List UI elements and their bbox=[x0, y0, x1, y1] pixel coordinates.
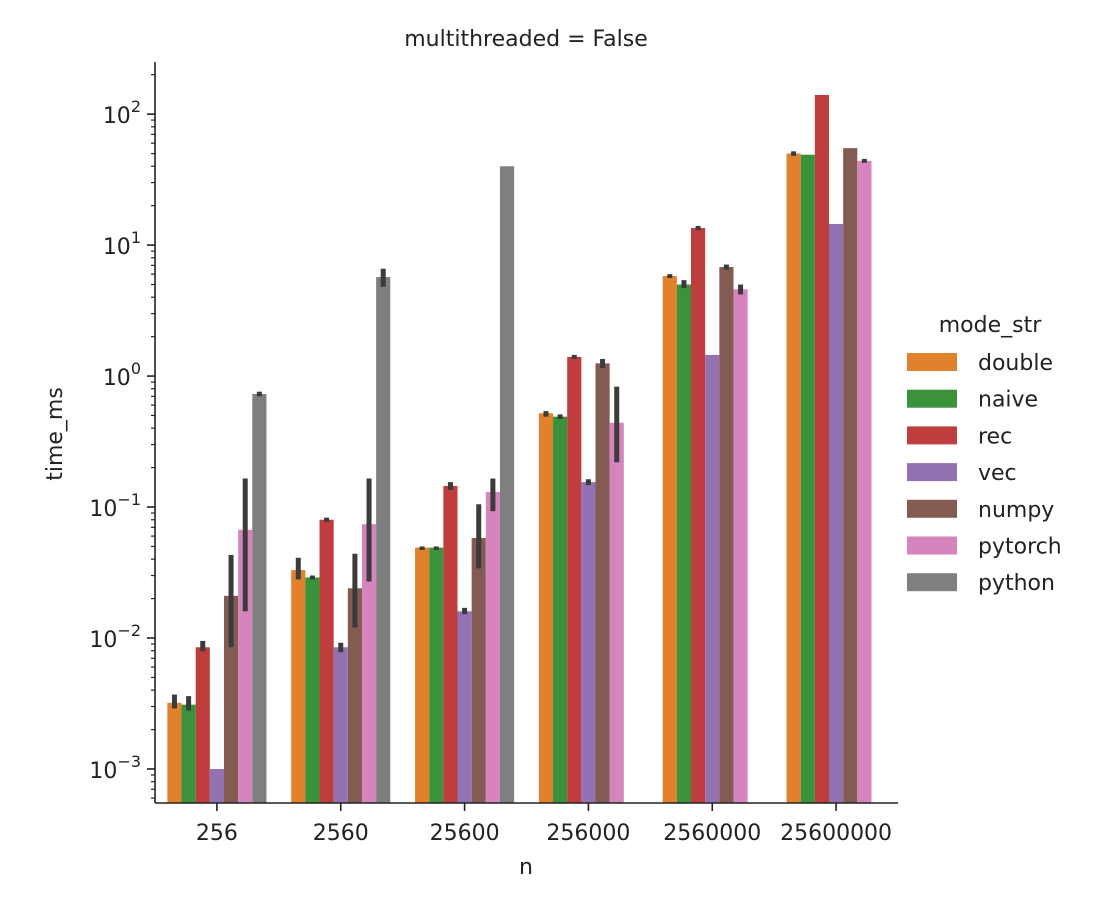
y-tick-label: 10−1 bbox=[89, 490, 141, 522]
bar-numpy bbox=[843, 148, 858, 804]
x-tick-label: 2560000 bbox=[663, 821, 761, 846]
y-axis-label: time_ms bbox=[43, 387, 68, 481]
bar-numpy bbox=[471, 538, 486, 803]
bar-numpy bbox=[595, 363, 610, 803]
bar-rec bbox=[195, 647, 210, 803]
bar-rec bbox=[814, 94, 830, 803]
bar-rec bbox=[691, 228, 706, 803]
chart-title: multithreaded = False bbox=[404, 27, 647, 52]
bar-vec bbox=[705, 354, 720, 803]
x-tick-label: 25600 bbox=[430, 821, 500, 846]
bar-pytorch bbox=[485, 492, 500, 803]
y-tick-label: 100 bbox=[103, 359, 141, 391]
legend-label-vec: vec bbox=[978, 461, 1017, 486]
x-axis-label: n bbox=[519, 855, 533, 880]
legend-label-rec: rec bbox=[978, 424, 1012, 449]
legend-swatch-python bbox=[907, 573, 957, 592]
bar-naive bbox=[800, 154, 815, 804]
bar-pytorch bbox=[733, 289, 748, 803]
bar-vec bbox=[333, 647, 348, 803]
x-tick-label: 256000 bbox=[546, 821, 630, 846]
bar-naive bbox=[553, 416, 568, 803]
x-ticks: 256 2560 25600 256000 2560000 25600000 bbox=[196, 803, 892, 846]
bar-vec bbox=[457, 611, 472, 803]
errorbars-layer bbox=[171, 151, 867, 711]
bar-double bbox=[786, 153, 801, 803]
bar-double bbox=[538, 413, 554, 803]
y-ticks: 10−3 10−2 10−1 100 101 102 bbox=[89, 74, 155, 799]
legend-label-python: python bbox=[978, 571, 1055, 596]
bar-pytorch bbox=[238, 529, 253, 803]
bar-numpy bbox=[347, 588, 362, 803]
bar-pytorch bbox=[609, 422, 624, 803]
y-tick-label: 10−2 bbox=[89, 621, 141, 653]
bar-rec bbox=[443, 485, 458, 803]
bar-numpy bbox=[719, 267, 734, 804]
bar-naive bbox=[676, 284, 692, 804]
legend-swatch-double bbox=[907, 353, 957, 371]
y-tick-label: 101 bbox=[103, 228, 141, 260]
bar-rec bbox=[319, 519, 334, 803]
bar-naive bbox=[429, 547, 444, 803]
legend-swatch-rec bbox=[907, 426, 957, 445]
bar-pytorch bbox=[857, 160, 872, 803]
x-tick-label: 25600000 bbox=[780, 821, 892, 846]
legend-swatch-pytorch bbox=[907, 536, 957, 555]
legend-swatch-vec bbox=[907, 463, 957, 482]
bars-layer bbox=[167, 94, 872, 804]
legend: mode_str double naive rec vec numpy pytorch py… bbox=[907, 313, 1062, 596]
bar-python bbox=[376, 277, 391, 803]
bar-naive bbox=[181, 704, 196, 803]
bar-vec bbox=[581, 482, 596, 803]
legend-swatch-naive bbox=[907, 389, 957, 408]
bar-double bbox=[415, 547, 430, 803]
legend-label-pytorch: pytorch bbox=[978, 535, 1062, 560]
bar-naive bbox=[305, 577, 320, 803]
bar-double bbox=[662, 276, 677, 804]
bar-vec bbox=[209, 768, 224, 803]
legend-label-numpy: numpy bbox=[978, 498, 1054, 523]
legend-title: mode_str bbox=[939, 313, 1042, 338]
bar-python bbox=[499, 166, 515, 803]
legend-label-double: double bbox=[978, 351, 1053, 376]
bar-vec bbox=[829, 223, 844, 803]
y-tick-label: 102 bbox=[103, 97, 141, 129]
bar-double bbox=[167, 702, 182, 803]
legend-label-naive: naive bbox=[978, 388, 1038, 413]
x-tick-label: 2560 bbox=[313, 821, 369, 846]
legend-swatch-numpy bbox=[907, 499, 957, 518]
bar-pytorch bbox=[361, 524, 377, 803]
bar-numpy bbox=[223, 595, 239, 803]
bar-double bbox=[291, 570, 306, 803]
y-tick-label: 10−3 bbox=[89, 752, 141, 784]
bar-python bbox=[252, 393, 267, 803]
x-tick-label: 256 bbox=[196, 821, 238, 846]
bar-rec bbox=[567, 356, 582, 803]
